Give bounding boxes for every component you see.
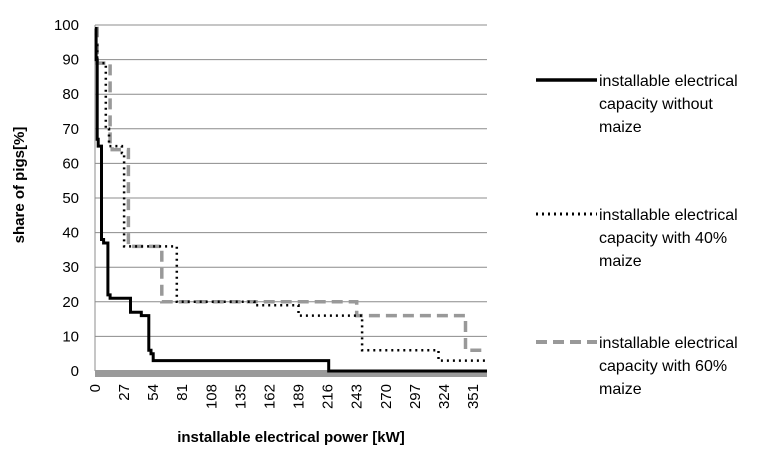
y-tick-label: 10 — [62, 328, 79, 345]
x-axis-title: installable electrical power [kW] — [177, 429, 405, 446]
y-tick-label: 0 — [71, 363, 79, 380]
x-tick-label: 108 — [203, 384, 220, 409]
series-line-dashed — [95, 26, 487, 352]
y-axis-tick-labels: 0 10 20 30 40 50 60 70 80 90 100 — [54, 17, 79, 380]
y-tick-label: 40 — [62, 225, 79, 242]
series-lines — [94, 26, 487, 373]
gridlines — [95, 24, 487, 337]
x-tick-label: 243 — [349, 384, 366, 409]
x-tick-label: 324 — [436, 384, 453, 409]
y-tick-label: 60 — [62, 155, 79, 172]
x-tick-label: 216 — [320, 384, 337, 409]
x-tick-label: 27 — [116, 384, 133, 401]
y-tick-label: 30 — [62, 259, 79, 276]
series-line-dotted — [94, 27, 487, 362]
legend-label: installable electrical capacity with 40% m… — [599, 207, 738, 270]
y-tick-label: 50 — [62, 190, 79, 207]
x-tick-label: 351 — [465, 384, 482, 409]
legend-entry: installable electrical capacity without ma… — [536, 73, 738, 136]
y-axis-title: share of pigs[%] — [11, 127, 28, 244]
legend: installable electrical capacity without ma… — [536, 73, 738, 398]
series-line-solid — [94, 27, 487, 373]
x-tick-label: 162 — [261, 384, 278, 409]
y-tick-label: 100 — [54, 17, 79, 34]
y-tick-label: 90 — [62, 52, 79, 69]
y-tick-label: 70 — [62, 121, 79, 138]
y-tick-label: 20 — [62, 294, 79, 311]
x-tick-label: 189 — [291, 384, 308, 409]
x-tick-label: 81 — [174, 384, 191, 401]
x-tick-label: 0 — [87, 384, 104, 392]
x-tick-label: 297 — [407, 384, 424, 409]
x-axis-tick-band — [95, 370, 487, 377]
x-tick-label: 135 — [232, 384, 249, 409]
legend-label: installable electrical capacity with 60% m… — [599, 335, 738, 398]
x-axis-tick-labels: 0 27 54 81 108 135 162 189 216 243 270 297 324 351 — [87, 384, 482, 409]
y-tick-label: 80 — [62, 86, 79, 103]
legend-entry: installable electrical capacity with 60% m… — [536, 335, 738, 398]
x-tick-label: 54 — [145, 384, 162, 401]
legend-entry: installable electrical capacity with 40% m… — [536, 207, 738, 270]
legend-label: installable electrical capacity without ma… — [599, 73, 738, 136]
x-tick-label: 270 — [378, 384, 395, 409]
axes — [94, 25, 487, 377]
